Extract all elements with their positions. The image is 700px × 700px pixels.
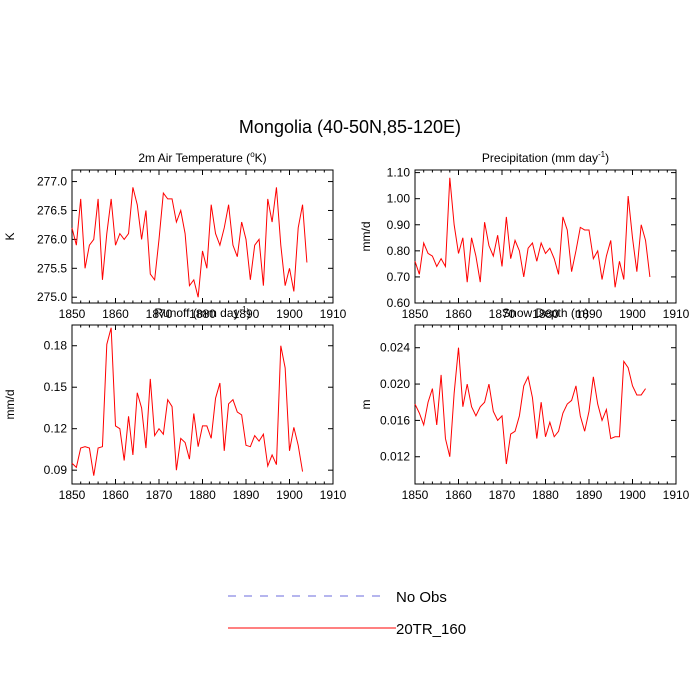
panel-title-end: K) bbox=[255, 151, 267, 165]
y-axis-label: mm/d bbox=[3, 390, 17, 420]
series-line-20tr-160 bbox=[414, 347, 646, 465]
y-axis-label: m bbox=[359, 400, 373, 410]
y-tick-label: 276.5 bbox=[37, 203, 67, 217]
legend-label-no-obs: No Obs bbox=[396, 589, 447, 606]
chart-panel-3: Runoff (mm day-1) mm/d 1850 1860 1870 1880 189… bbox=[3, 305, 347, 502]
x-tick-label: 1880 bbox=[189, 488, 216, 502]
plot-frame bbox=[414, 324, 677, 485]
legend-label-20tr-160: 20TR_160 bbox=[396, 621, 466, 638]
series-line-20tr-160 bbox=[71, 187, 308, 298]
figure-title: Mongolia (40-50N,85-120E) bbox=[239, 117, 461, 137]
x-tick-label: 1910 bbox=[320, 307, 347, 321]
panel-title: Runoff (mm day-1) bbox=[154, 305, 250, 320]
plot-frame bbox=[71, 169, 334, 304]
x-tick-label: 1850 bbox=[402, 307, 429, 321]
x-tick-label: 1860 bbox=[445, 488, 472, 502]
panel-title-sup: -1 bbox=[598, 150, 606, 159]
x-tick-label: 1900 bbox=[619, 488, 646, 502]
x-tick-label: 1910 bbox=[663, 307, 690, 321]
y-tick-label: 276.0 bbox=[37, 232, 67, 246]
y-tick-label: 0.09 bbox=[44, 463, 68, 477]
x-tick-label: 1860 bbox=[445, 307, 472, 321]
x-tick-label: 1870 bbox=[146, 488, 173, 502]
y-tick-label: 0.012 bbox=[380, 450, 410, 464]
y-tick-label: 0.12 bbox=[44, 422, 68, 436]
panel-title: Precipitation (mm day-1) bbox=[482, 150, 609, 165]
x-tick-label: 1860 bbox=[102, 488, 129, 502]
panel-title-main: Runoff (mm day bbox=[154, 306, 239, 320]
x-tick-label: 1900 bbox=[276, 307, 303, 321]
series-line-20tr-160 bbox=[414, 177, 651, 288]
y-tick-label: 0.90 bbox=[387, 218, 411, 232]
y-tick-label: 0.016 bbox=[380, 413, 410, 427]
x-tick-label: 1850 bbox=[402, 488, 429, 502]
y-tick-label: 275.0 bbox=[37, 290, 67, 304]
x-tick-label: 1910 bbox=[663, 488, 690, 502]
panel-title: Snow Depth (m) bbox=[502, 306, 589, 320]
x-tick-label: 1890 bbox=[233, 488, 260, 502]
x-tick-label: 1900 bbox=[619, 307, 646, 321]
x-tick-label: 1850 bbox=[59, 307, 86, 321]
y-tick-label: 0.80 bbox=[387, 244, 411, 258]
x-tick-label: 1890 bbox=[576, 307, 603, 321]
panel-title-sup: o bbox=[250, 150, 255, 159]
y-tick-label: 0.024 bbox=[380, 341, 410, 355]
chart-panel-4: Snow Depth (m) m 1850 1860 1870 1880 1890 1900 1… bbox=[359, 306, 690, 502]
legend: No Obs 20TR_160 bbox=[228, 589, 466, 638]
y-tick-label: 275.5 bbox=[37, 261, 67, 275]
x-tick-label: 1870 bbox=[489, 488, 516, 502]
y-tick-label: 0.18 bbox=[44, 339, 68, 353]
plot-frame bbox=[71, 324, 334, 485]
chart-panel-2: Precipitation (mm day-1) mm/d 1850 1860 1870… bbox=[359, 150, 690, 321]
x-tick-label: 1880 bbox=[189, 307, 216, 321]
y-tick-label: 1.10 bbox=[387, 166, 411, 180]
y-tick-label: 277.0 bbox=[37, 175, 67, 189]
x-tick-label: 1910 bbox=[320, 488, 347, 502]
y-tick-label: 0.70 bbox=[387, 270, 411, 284]
panel-title-main: Precipitation (mm day bbox=[482, 151, 598, 165]
x-tick-label: 1880 bbox=[532, 307, 559, 321]
x-tick-label: 1890 bbox=[233, 307, 260, 321]
y-axis-label: K bbox=[3, 232, 17, 240]
x-tick-label: 1890 bbox=[576, 488, 603, 502]
panel-title-main: 2m Air Temperature ( bbox=[138, 151, 250, 165]
y-axis-label: mm/d bbox=[359, 222, 373, 252]
y-tick-label: 0.15 bbox=[44, 380, 68, 394]
y-tick-label: 1.00 bbox=[387, 192, 411, 206]
panel-title: 2m Air Temperature (oK) bbox=[138, 150, 266, 165]
y-tick-label: 0.60 bbox=[387, 296, 411, 310]
x-tick-label: 1880 bbox=[532, 488, 559, 502]
panel-title-end: ) bbox=[605, 151, 609, 165]
x-tick-label: 1900 bbox=[276, 488, 303, 502]
x-tick-label: 1870 bbox=[489, 307, 516, 321]
y-tick-label: 0.020 bbox=[380, 377, 410, 391]
x-tick-label: 1860 bbox=[102, 307, 129, 321]
chart-panel-1: 2m Air Temperature (oK) K 1850 1860 1870 1880… bbox=[3, 150, 347, 321]
panel-title-end: ) bbox=[247, 306, 251, 320]
panel-title-main: Snow Depth (m) bbox=[502, 306, 589, 320]
x-tick-label: 1870 bbox=[146, 307, 173, 321]
plot-frame bbox=[414, 169, 677, 304]
series-line-20tr-160 bbox=[71, 327, 304, 476]
panel-title-sup: -1 bbox=[240, 305, 248, 314]
x-tick-label: 1850 bbox=[59, 488, 86, 502]
